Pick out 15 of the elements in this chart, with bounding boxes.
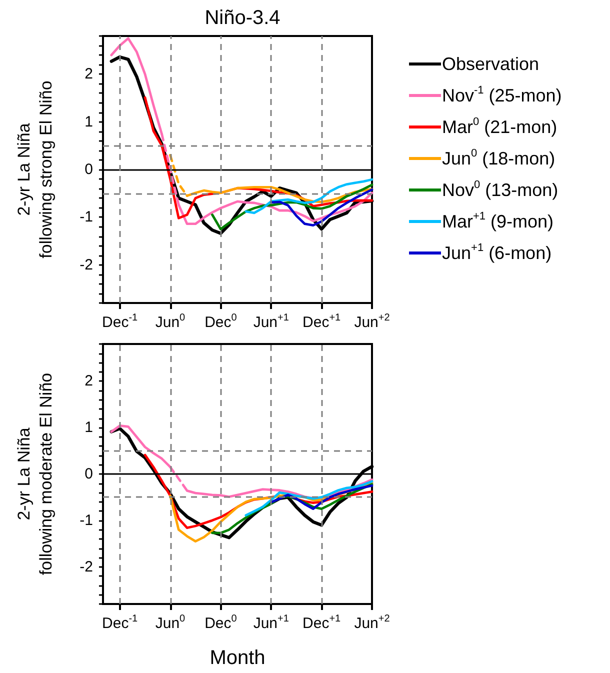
y-tick-label: 2: [84, 66, 93, 83]
y-tick-label: 1: [84, 113, 93, 130]
y-axis-title: 2-yr La Niña following moderate El Niño: [14, 372, 56, 576]
y-tick-label: -2: [80, 256, 93, 274]
y-tick-label: 1: [84, 419, 93, 436]
y-tick-label: 0: [84, 466, 93, 482]
x-axis-title: Month: [210, 647, 266, 669]
y-tick-label: -1: [80, 208, 93, 226]
y-tick-label: -1: [80, 512, 93, 529]
y-tick-label: 0: [84, 161, 93, 178]
y-axis-title: 2-yr La Niña following strong El Niño: [14, 80, 56, 258]
legend-label: Observation: [442, 54, 540, 74]
y-tick-label: -2: [80, 558, 93, 576]
y-tick-label: 2: [84, 372, 93, 390]
chart-title: Niño-3.4: [204, 7, 280, 29]
